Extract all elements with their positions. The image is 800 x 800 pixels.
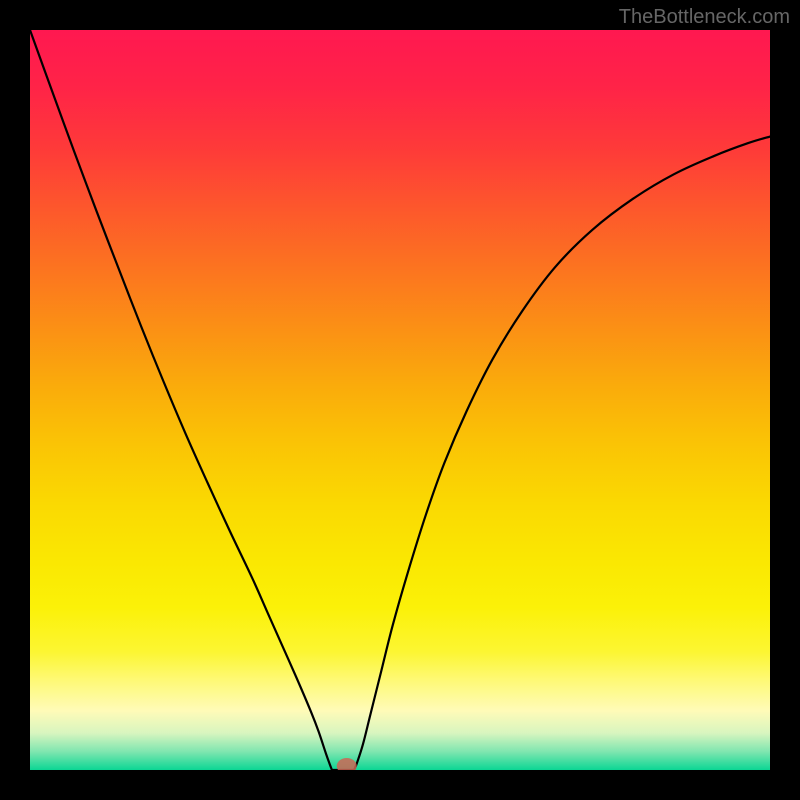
bottleneck-chart — [30, 30, 770, 770]
watermark-text: TheBottleneck.com — [619, 6, 790, 29]
chart-background — [30, 30, 770, 770]
chart-svg — [30, 30, 770, 770]
